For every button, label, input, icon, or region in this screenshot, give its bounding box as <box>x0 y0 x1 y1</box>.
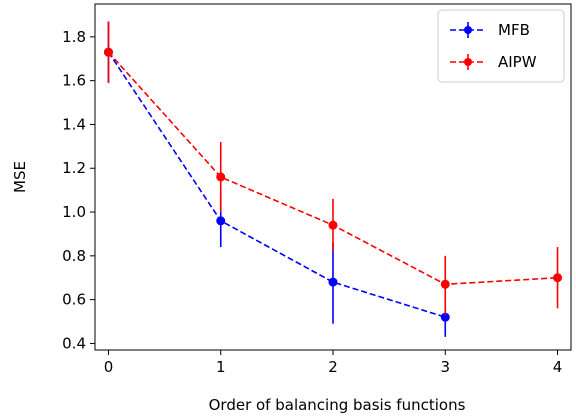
legend-marker <box>464 26 472 34</box>
legend-marker <box>464 58 472 66</box>
x-tick-label: 1 <box>216 358 226 376</box>
y-axis-label: MSE <box>11 161 29 193</box>
y-tick-label: 0.6 <box>62 291 86 309</box>
legend: MFB AIPW <box>437 9 565 83</box>
data-point <box>216 172 226 182</box>
y-tick-label: 1.8 <box>62 28 86 46</box>
data-point <box>103 47 113 57</box>
y-tick-label: 1.6 <box>62 72 86 90</box>
series-aipw <box>103 21 563 315</box>
x-tick-label: 3 <box>440 358 450 376</box>
data-point <box>553 273 563 283</box>
x-axis-label: Order of balancing basis functions <box>209 396 466 414</box>
x-tick-label: 4 <box>553 358 563 376</box>
y-tick-label: 0.8 <box>62 247 86 265</box>
data-point <box>328 277 338 287</box>
y-tick-label: 1.0 <box>62 203 86 221</box>
series-mfb <box>103 21 450 337</box>
legend-label: MFB <box>498 21 530 39</box>
series-layer <box>103 21 563 337</box>
data-point <box>440 279 450 289</box>
data-point <box>216 216 226 226</box>
x-tick-label: 0 <box>104 358 114 376</box>
y-tick-label: 0.4 <box>62 334 86 352</box>
legend-label: AIPW <box>498 53 537 71</box>
y-tick-label: 1.4 <box>62 115 86 133</box>
data-point <box>328 220 338 230</box>
y-tick-label: 1.2 <box>62 159 86 177</box>
series-line <box>107 51 446 318</box>
x-tick-label: 2 <box>328 358 338 376</box>
axes-layer: 0 1 2 3 4 0.4 0.6 0.8 1.0 1.2 1.4 1.6 1.8 <box>62 3 572 376</box>
